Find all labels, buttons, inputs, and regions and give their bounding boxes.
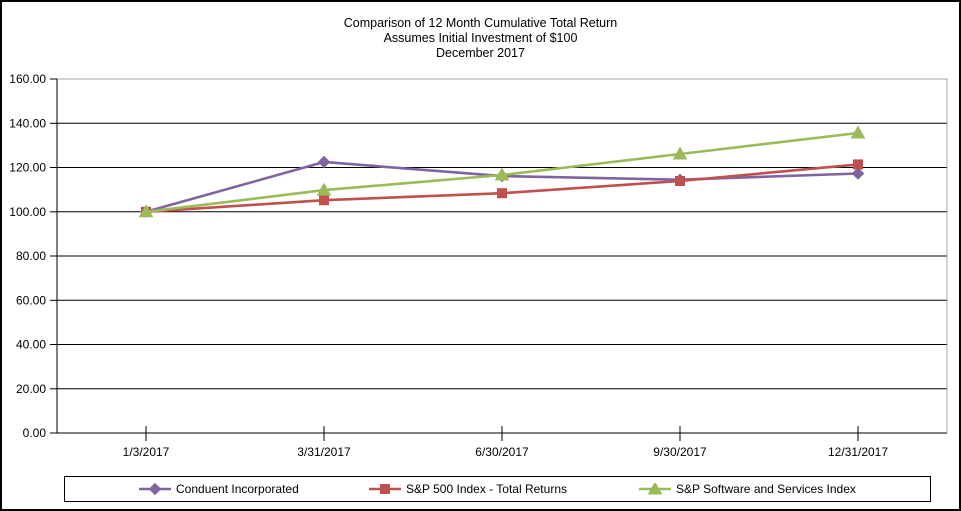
triangle-marker-icon[interactable] <box>138 204 154 218</box>
y-tick-label: 40.00 <box>16 338 46 352</box>
y-tick-label: 0.00 <box>23 426 47 440</box>
square-marker-icon[interactable] <box>853 159 863 170</box>
y-tick-label: 140.00 <box>9 116 46 130</box>
legend-item-sp-software[interactable]: S&P Software and Services Index <box>638 477 856 501</box>
y-tick-label: 60.00 <box>16 293 46 307</box>
chart-title-line2: Assumes Initial Investment of $100 <box>383 31 578 45</box>
y-tick-label: 160.00 <box>9 72 46 86</box>
legend-square-marker-icon <box>369 484 401 494</box>
diamond-marker-icon[interactable] <box>148 483 162 495</box>
diamond-marker-icon[interactable] <box>851 167 865 180</box>
triangle-marker-icon[interactable] <box>316 182 332 196</box>
y-tick-label: 100.00 <box>9 205 46 219</box>
diamond-marker-icon[interactable] <box>317 155 331 169</box>
legend-triangle-marker-icon <box>639 483 671 495</box>
square-marker-icon[interactable] <box>319 195 329 206</box>
y-tick-label: 80.00 <box>16 249 46 263</box>
x-tick-label: 1/3/2017 <box>123 445 170 459</box>
legend-label-sp-software: S&P Software and Services Index <box>676 482 856 496</box>
triangle-marker-icon[interactable] <box>494 167 510 181</box>
square-marker-icon[interactable] <box>675 176 685 186</box>
legend-label-conduent: Conduent Incorporated <box>176 482 299 496</box>
chart-title-line1: Comparison of 12 Month Cumulative Total … <box>343 16 618 30</box>
chart-title-line3: December 2017 <box>436 46 525 60</box>
y-tick-label: 120.00 <box>9 161 46 175</box>
legend-item-conduent[interactable]: Conduent Incorporated <box>138 477 299 501</box>
y-tick-label: 20.00 <box>16 382 46 396</box>
legend: Conduent Incorporated S&P 500 Index - To… <box>64 476 931 502</box>
triangle-marker-icon[interactable] <box>647 483 663 495</box>
chart-title: Comparison of 12 Month Cumulative Total … <box>2 16 959 61</box>
triangle-marker-icon[interactable] <box>850 125 866 139</box>
x-tick-label: 6/30/2017 <box>475 445 529 459</box>
triangle-marker-icon[interactable] <box>672 146 688 160</box>
legend-item-sp500[interactable]: S&P 500 Index - Total Returns <box>368 477 567 501</box>
square-marker-icon[interactable] <box>380 484 390 494</box>
legend-diamond-marker-icon <box>139 483 171 495</box>
x-tick-label: 3/31/2017 <box>297 445 351 459</box>
legend-label-sp500: S&P 500 Index - Total Returns <box>406 482 567 496</box>
square-marker-icon[interactable] <box>497 188 507 199</box>
x-tick-label: 9/30/2017 <box>653 445 707 459</box>
x-tick-label: 12/31/2017 <box>828 445 888 459</box>
